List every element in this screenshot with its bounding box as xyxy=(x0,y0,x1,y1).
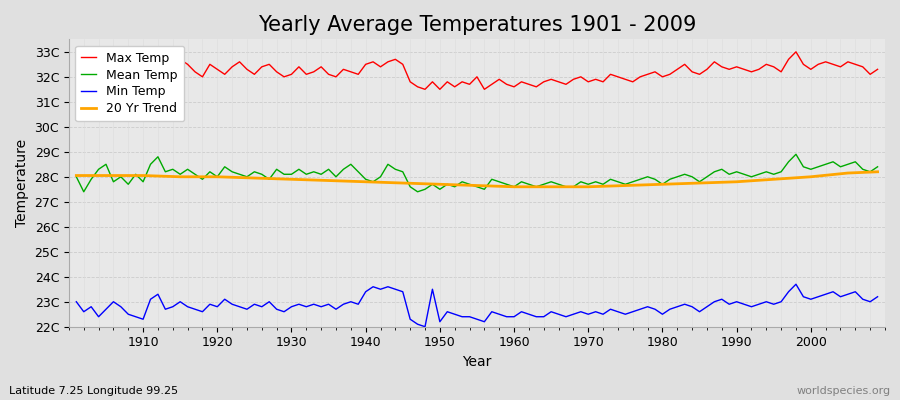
Min Temp xyxy=(293,302,304,307)
20 Yr Trend xyxy=(249,176,260,180)
Line: Max Temp: Max Temp xyxy=(76,49,878,89)
Min Temp xyxy=(71,299,82,304)
Min Temp xyxy=(605,307,616,312)
20 Yr Trend xyxy=(620,183,631,188)
20 Yr Trend xyxy=(545,184,556,189)
Max Temp xyxy=(71,60,82,64)
20 Yr Trend xyxy=(71,173,82,178)
Y-axis label: Temperature: Temperature xyxy=(15,139,29,227)
Mean Temp xyxy=(71,174,82,179)
20 Yr Trend xyxy=(583,184,594,189)
Max Temp xyxy=(346,70,356,74)
Min Temp xyxy=(419,324,430,329)
20 Yr Trend xyxy=(286,177,297,182)
Title: Yearly Average Temperatures 1901 - 2009: Yearly Average Temperatures 1901 - 2009 xyxy=(257,15,696,35)
Text: Latitude 7.25 Longitude 99.25: Latitude 7.25 Longitude 99.25 xyxy=(9,386,178,396)
Mean Temp xyxy=(346,162,356,167)
20 Yr Trend xyxy=(769,177,779,182)
20 Yr Trend xyxy=(731,179,742,184)
Max Temp xyxy=(419,87,430,92)
Mean Temp xyxy=(508,184,519,189)
20 Yr Trend xyxy=(101,173,112,178)
20 Yr Trend xyxy=(138,173,148,178)
Min Temp xyxy=(508,314,519,319)
Mean Temp xyxy=(516,179,526,184)
20 Yr Trend xyxy=(657,182,668,187)
20 Yr Trend xyxy=(323,178,334,183)
20 Yr Trend xyxy=(872,169,883,174)
20 Yr Trend xyxy=(175,174,185,179)
Max Temp xyxy=(138,70,148,74)
20 Yr Trend xyxy=(435,182,446,187)
Min Temp xyxy=(516,309,526,314)
20 Yr Trend xyxy=(398,181,409,186)
Text: worldspecies.org: worldspecies.org xyxy=(796,386,891,396)
Min Temp xyxy=(790,282,801,287)
Mean Temp xyxy=(138,179,148,184)
Mean Temp xyxy=(605,177,616,182)
20 Yr Trend xyxy=(694,181,705,186)
Mean Temp xyxy=(78,189,89,194)
Mean Temp xyxy=(872,164,883,169)
Min Temp xyxy=(872,294,883,299)
20 Yr Trend xyxy=(472,183,482,188)
20 Yr Trend xyxy=(508,184,519,189)
20 Yr Trend xyxy=(806,174,816,179)
Max Temp xyxy=(301,72,311,77)
Line: Mean Temp: Mean Temp xyxy=(76,154,878,192)
Max Temp xyxy=(101,47,112,52)
Max Temp xyxy=(524,82,535,87)
Max Temp xyxy=(613,74,624,79)
Min Temp xyxy=(130,314,141,319)
20 Yr Trend xyxy=(360,179,371,184)
20 Yr Trend xyxy=(842,171,853,176)
Max Temp xyxy=(872,67,883,72)
Line: Min Temp: Min Temp xyxy=(76,284,878,327)
Line: 20 Yr Trend: 20 Yr Trend xyxy=(76,172,878,187)
20 Yr Trend xyxy=(212,174,222,179)
X-axis label: Year: Year xyxy=(463,355,491,369)
Legend: Max Temp, Mean Temp, Min Temp, 20 Yr Trend: Max Temp, Mean Temp, Min Temp, 20 Yr Tre… xyxy=(76,46,184,121)
Mean Temp xyxy=(790,152,801,157)
Min Temp xyxy=(338,302,349,307)
Max Temp xyxy=(516,80,526,84)
Mean Temp xyxy=(301,172,311,177)
